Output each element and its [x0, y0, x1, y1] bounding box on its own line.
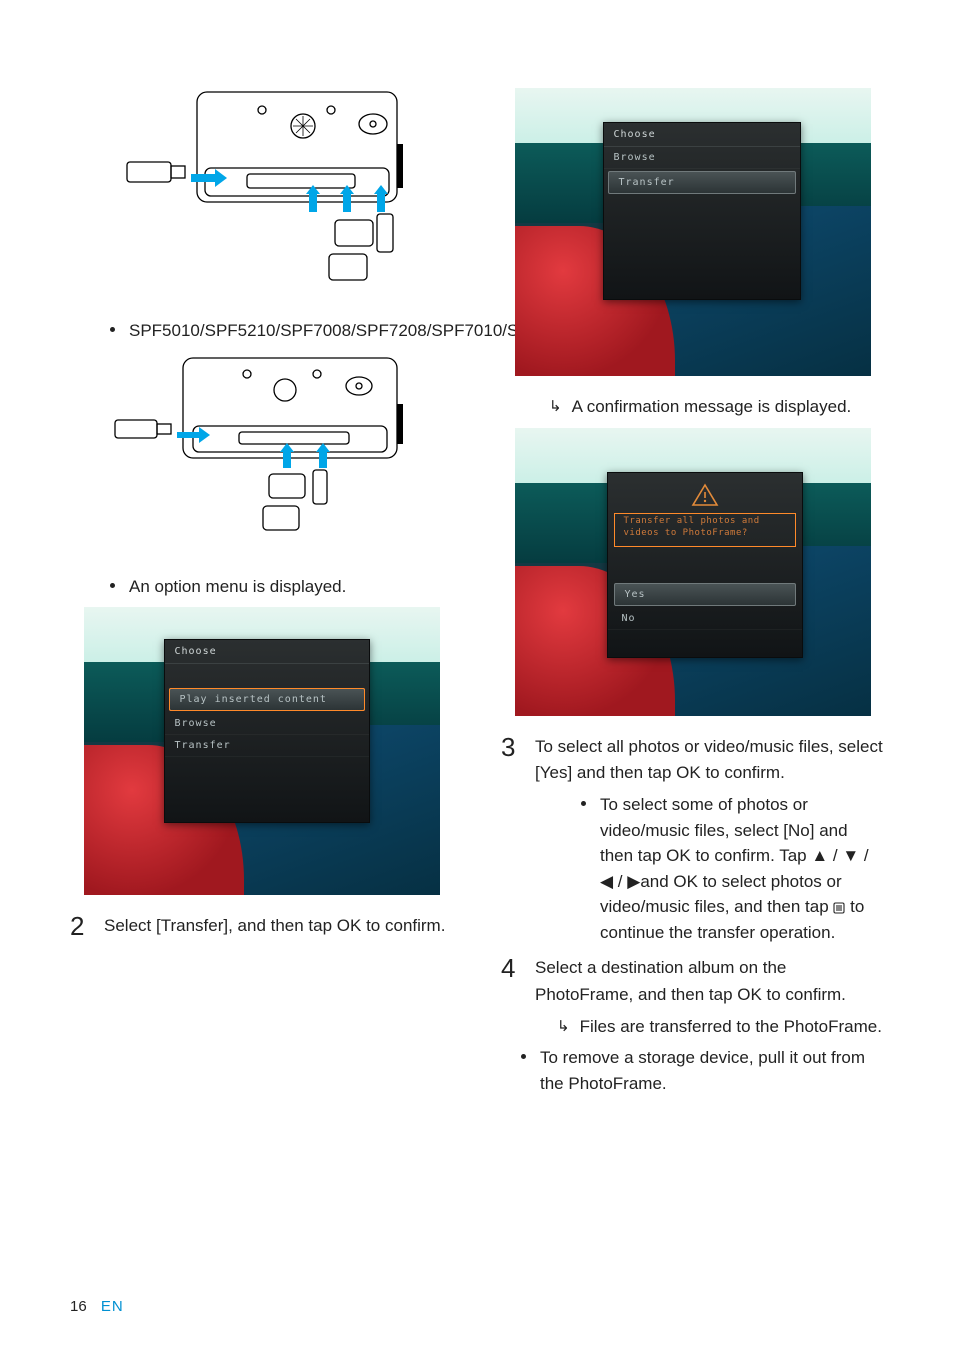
screenshot-choose-play: Choose Play inserted content Browse Tran…: [84, 607, 440, 895]
text-fragment: To select all photos or video/music file…: [535, 737, 883, 756]
bold-fragment: OK: [676, 763, 701, 782]
right-column: Choose Browse Transfer ↳ A confirmation …: [501, 80, 884, 1102]
step-text: Select a destination album on the PhotoF…: [535, 955, 884, 1008]
text-fragment: and then tap: [572, 763, 676, 782]
confirmation-text: A confirmation message is displayed.: [572, 394, 852, 420]
step-2: 2 Select [Transfer], and then tap OK to …: [70, 913, 453, 939]
bold-fragment: [Transfer]: [156, 916, 228, 935]
panel-title: Choose: [165, 640, 369, 661]
option-menu-bullet: An option menu is displayed.: [110, 574, 453, 600]
bold-fragment: [No]: [783, 821, 814, 840]
sub-bullet-text: To select some of photos or video/music …: [600, 792, 884, 945]
screenshot-confirm-dialog: Transfer all photos and videos to PhotoF…: [515, 428, 871, 716]
bullet-dot-icon: [521, 1054, 526, 1059]
panel-title: Choose: [604, 123, 800, 144]
text-fragment: to confirm.: [762, 985, 846, 1004]
text-fragment: To select some of photos or video/music …: [600, 795, 808, 840]
menu-item[interactable]: Browse: [165, 713, 369, 735]
bullet-dot-icon: [110, 327, 115, 332]
bullet-dot-icon: [581, 801, 586, 806]
menu-item[interactable]: Play inserted content: [169, 688, 365, 711]
text-fragment: to confirm. Tap: [691, 846, 812, 865]
bold-fragment: OK: [673, 872, 698, 891]
option-menu-text: An option menu is displayed.: [129, 574, 346, 600]
step-number: 2: [70, 913, 88, 939]
choose-panel: Choose Play inserted content Browse Tran…: [164, 639, 370, 823]
language-code: EN: [101, 1298, 124, 1315]
result-text: Files are transferred to the PhotoFrame.: [580, 1014, 882, 1040]
two-column-layout: SPF5010/SPF5210/SPF7008/SPF7208/SPF7010/…: [70, 80, 884, 1102]
step-text: Select [Transfer], and then tap OK to co…: [104, 913, 445, 939]
menu-item[interactable]: Transfer: [165, 735, 369, 757]
confirm-yes[interactable]: Yes: [614, 583, 796, 606]
warning-icon: [691, 483, 719, 507]
model-list-bullet: SPF5010/SPF5210/SPF7008/SPF7208/SPF7010/…: [110, 318, 453, 344]
bold-fragment: OK: [337, 916, 362, 935]
step-4-result: ↳ Files are transferred to the PhotoFram…: [557, 1014, 884, 1040]
bold-fragment: OK: [666, 846, 691, 865]
confirm-no[interactable]: No: [608, 608, 802, 630]
result-arrow-icon: ↳: [549, 396, 562, 420]
bold-fragment: OK: [737, 985, 762, 1004]
confirm-message: Transfer all photos and videos to PhotoF…: [614, 513, 796, 547]
bold-fragment: [Yes]: [535, 763, 572, 782]
screenshot-choose-transfer: Choose Browse Transfer: [515, 88, 871, 376]
step-number: 3: [501, 734, 519, 787]
text-fragment: and: [640, 872, 673, 891]
page-number: 16: [70, 1298, 87, 1315]
step-3-sub-bullet: To select some of photos or video/music …: [581, 792, 884, 945]
page-root: SPF5010/SPF5210/SPF7008/SPF7208/SPF7010/…: [0, 0, 954, 1351]
panel-body: Play inserted content Browse Transfer: [165, 663, 369, 757]
remove-device-text: To remove a storage device, pull it out …: [540, 1045, 884, 1096]
step-text: To select all photos or video/music file…: [535, 734, 884, 787]
device-diagram-1: [97, 84, 427, 294]
model-list-text: SPF5010/SPF5210/SPF7008/SPF7208/SPF7010/…: [129, 318, 369, 344]
step-3: 3 To select all photos or video/music fi…: [501, 734, 884, 787]
result-arrow-icon: ↳: [557, 1016, 570, 1040]
confirmation-result: ↳ A confirmation message is displayed.: [549, 394, 884, 420]
menu-icon: [833, 896, 845, 908]
device-diagram-2: [97, 350, 427, 550]
remove-device-bullet: To remove a storage device, pull it out …: [521, 1045, 884, 1096]
left-column: SPF5010/SPF5210/SPF7008/SPF7208/SPF7010/…: [70, 80, 453, 1102]
step-4: 4 Select a destination album on the Phot…: [501, 955, 884, 1008]
choose-panel: Choose Browse Transfer: [603, 122, 801, 300]
panel-body: Browse Transfer: [604, 146, 800, 194]
confirm-panel: Transfer all photos and videos to PhotoF…: [607, 472, 803, 658]
menu-item[interactable]: Transfer: [608, 171, 796, 194]
step-number: 4: [501, 955, 519, 1008]
text-fragment: to confirm.: [701, 763, 785, 782]
text-fragment: , and then tap: [228, 916, 337, 935]
text-fragment: Select: [104, 916, 156, 935]
menu-item[interactable]: Browse: [604, 147, 800, 169]
text-fragment: to confirm.: [361, 916, 445, 935]
page-footer: 16 EN: [70, 1298, 124, 1315]
bullet-dot-icon: [110, 583, 115, 588]
